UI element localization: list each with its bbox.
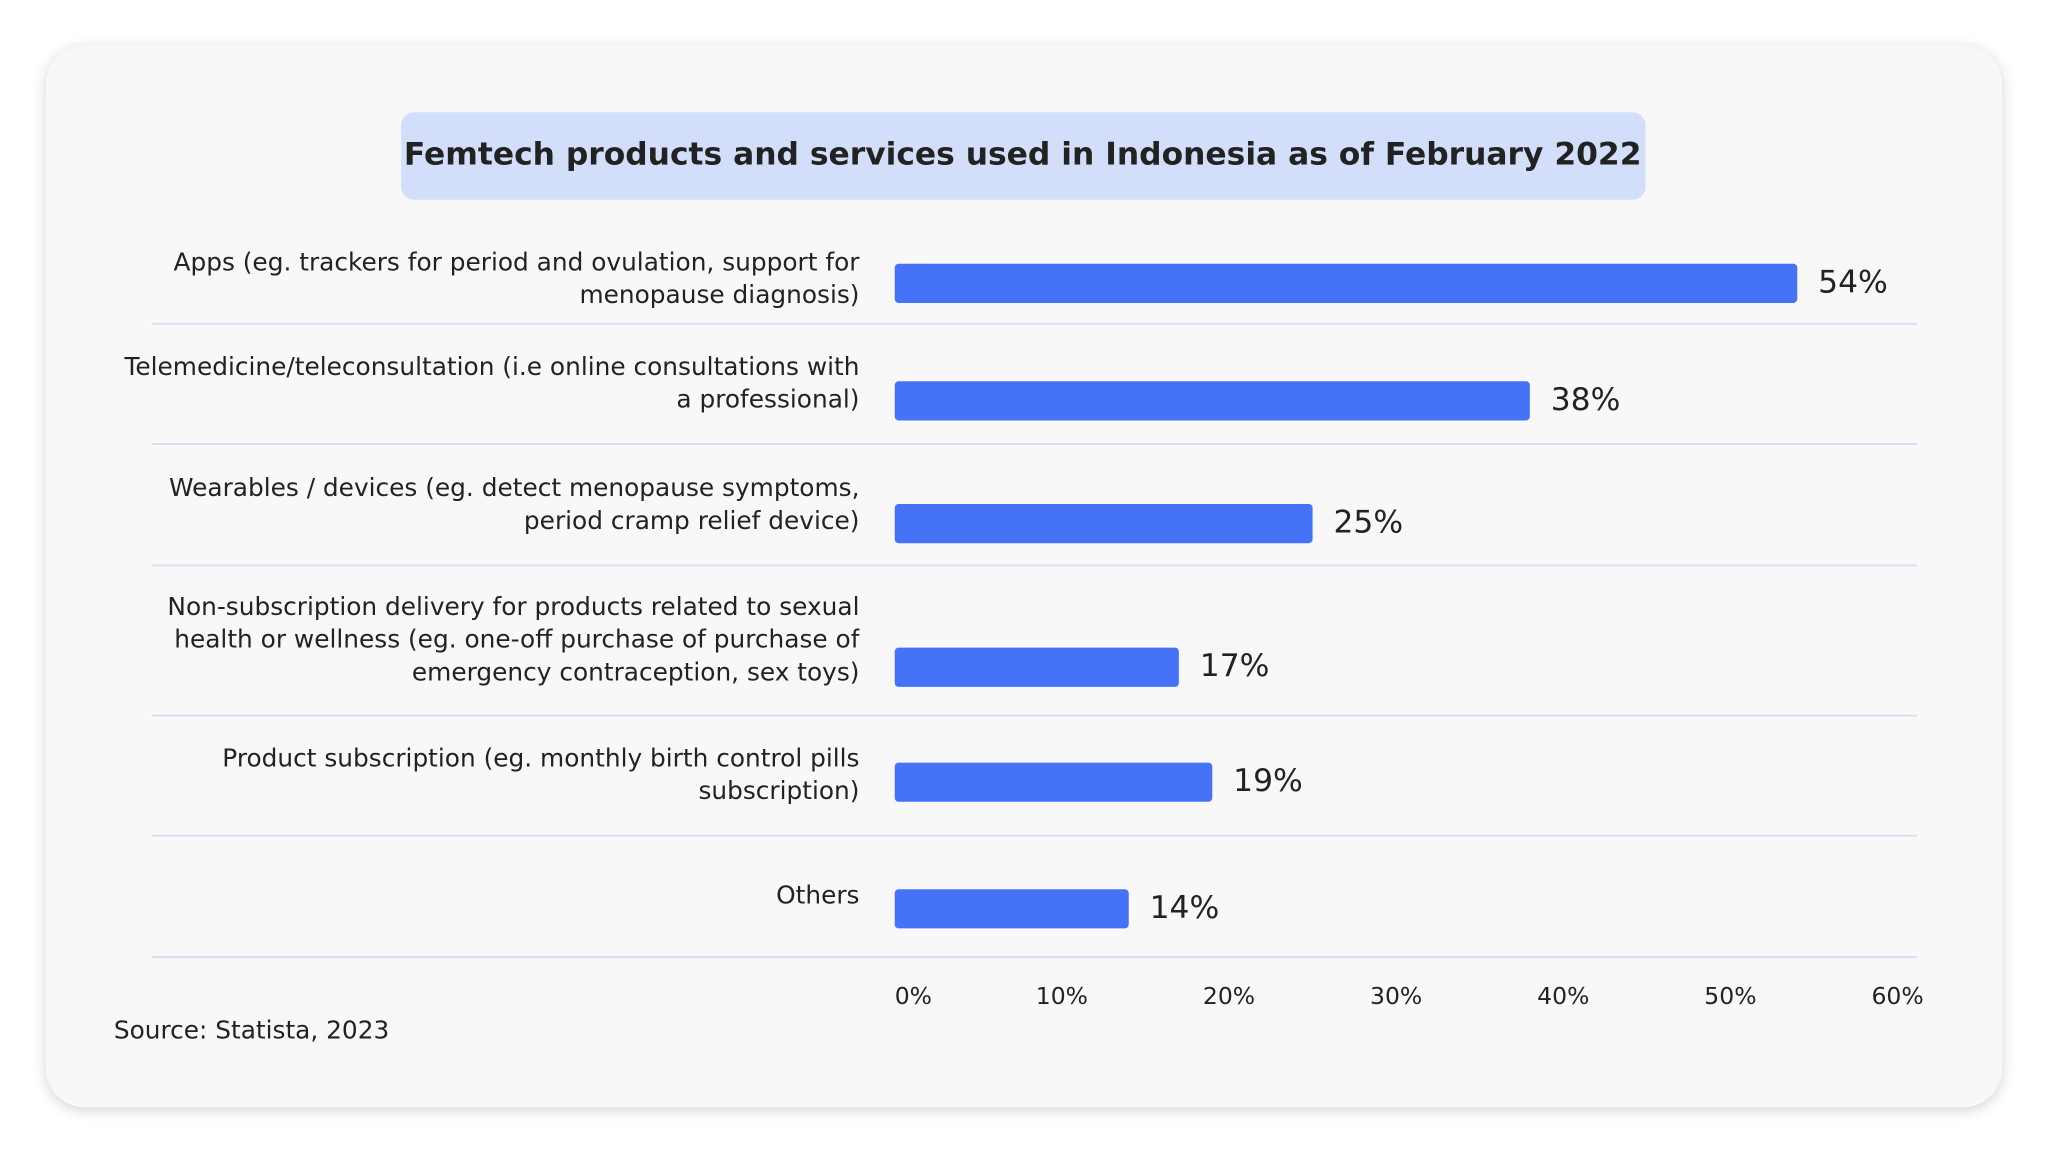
category-label: Product subscription (eg. monthly birth … (222, 744, 860, 806)
category-label: Telemedicine/teleconsultation (i.e onlin… (124, 352, 860, 414)
bar (894, 762, 1213, 802)
x-tick-label: 60% (1871, 982, 1923, 1010)
card (45, 45, 2003, 1108)
value-label: 25% (1333, 505, 1403, 541)
x-tick-label: 20% (1203, 982, 1255, 1010)
category-label: Others (776, 881, 860, 911)
bar (894, 381, 1530, 421)
bar (894, 647, 1179, 687)
x-tick-label: 50% (1704, 982, 1756, 1010)
category-label-box: Wearables / devices (eg. detect menopaus… (169, 473, 860, 535)
category-label-box: Non-subscription delivery for products r… (167, 592, 860, 687)
bar (894, 889, 1129, 929)
value-label: 19% (1233, 763, 1303, 799)
title-box (401, 112, 1646, 200)
source: Source: Statista, 2023 (114, 1016, 389, 1045)
value-label: 54% (1818, 264, 1888, 300)
category-label: Non-subscription delivery for products r… (167, 592, 860, 687)
category-label: Apps (eg. trackers for period and ovulat… (173, 248, 860, 310)
bar (894, 504, 1313, 544)
bar (894, 263, 1798, 303)
value-label: 14% (1150, 890, 1220, 926)
category-label-box: Product subscription (eg. monthly birth … (222, 744, 860, 806)
value-label: 17% (1200, 648, 1270, 684)
x-tick-label: 30% (1370, 982, 1422, 1010)
x-tick-label: 40% (1537, 982, 1589, 1010)
category-label-box: Others (776, 881, 860, 911)
category-label-box: Apps (eg. trackers for period and ovulat… (173, 248, 860, 310)
chart-title: Femtech products and services used in In… (404, 136, 1642, 172)
x-tick-label: 0% (895, 982, 932, 1010)
category-label: Wearables / devices (eg. detect menopaus… (169, 473, 860, 535)
category-label-box: Telemedicine/teleconsultation (i.e onlin… (124, 352, 860, 414)
value-label: 38% (1551, 382, 1621, 418)
x-tick-label: 10% (1036, 982, 1088, 1010)
